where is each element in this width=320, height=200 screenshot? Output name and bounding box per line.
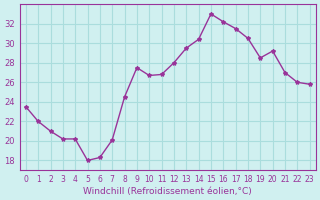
X-axis label: Windchill (Refroidissement éolien,°C): Windchill (Refroidissement éolien,°C) bbox=[84, 187, 252, 196]
